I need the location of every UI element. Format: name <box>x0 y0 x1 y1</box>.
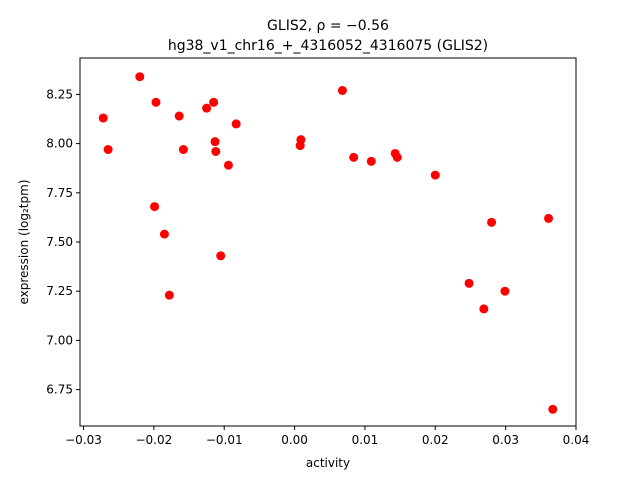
data-point <box>174 111 184 121</box>
data-point <box>103 145 113 155</box>
y-tick-label: 7.25 <box>46 284 73 298</box>
data-point <box>392 152 402 162</box>
data-point <box>210 137 220 147</box>
x-tick-label: 0.01 <box>352 433 379 447</box>
data-point <box>487 217 497 227</box>
data-point <box>464 278 474 288</box>
x-tick-label: 0.03 <box>492 433 519 447</box>
x-axis-label: activity <box>306 456 350 470</box>
y-axis: 6.75 7.00 7.25 7.50 7.75 8.00 8.25 <box>46 87 80 397</box>
data-point <box>135 72 145 82</box>
data-point <box>366 156 376 166</box>
chart-title-line1: GLIS2, ρ = −0.56 <box>267 18 389 34</box>
data-point <box>548 404 558 414</box>
x-tick-label: −0.03 <box>65 433 102 447</box>
data-point <box>349 152 359 162</box>
chart-title-line2: hg38_v1_chr16_+_4316052_4316075 (GLIS2) <box>168 38 488 54</box>
x-tick-label: 0.04 <box>563 433 590 447</box>
x-tick-label: 0.00 <box>281 433 308 447</box>
x-tick-label: −0.01 <box>206 433 243 447</box>
data-point <box>151 97 161 107</box>
data-point <box>231 119 241 129</box>
y-tick-label: 8.25 <box>46 87 73 101</box>
data-point <box>178 145 188 155</box>
data-point <box>159 229 169 239</box>
data-point <box>98 113 108 123</box>
data-point <box>500 286 510 296</box>
y-tick-label: 8.00 <box>46 137 73 151</box>
data-point <box>216 251 226 261</box>
data-point <box>202 103 212 113</box>
x-tick-label: 0.02 <box>422 433 449 447</box>
data-point <box>164 290 174 300</box>
x-tick-label: −0.02 <box>135 433 172 447</box>
data-point <box>211 146 221 156</box>
y-tick-label: 7.50 <box>46 235 73 249</box>
data-point <box>479 304 489 314</box>
data-point <box>544 213 554 223</box>
y-tick-label: 7.00 <box>46 333 73 347</box>
y-tick-label: 7.75 <box>46 186 73 200</box>
y-axis-label: expression (log₂tpm) <box>17 179 31 304</box>
data-point <box>223 160 233 170</box>
data-point <box>296 135 306 145</box>
data-point <box>430 170 440 180</box>
data-point <box>150 202 160 212</box>
data-point <box>337 85 347 95</box>
plot-area-frame <box>79 57 577 427</box>
data-point <box>209 97 219 107</box>
data-points <box>98 72 558 414</box>
x-axis: −0.03 −0.02 −0.01 0.00 0.01 0.02 0.03 0.04 <box>65 426 589 447</box>
y-tick-label: 6.75 <box>46 383 73 397</box>
